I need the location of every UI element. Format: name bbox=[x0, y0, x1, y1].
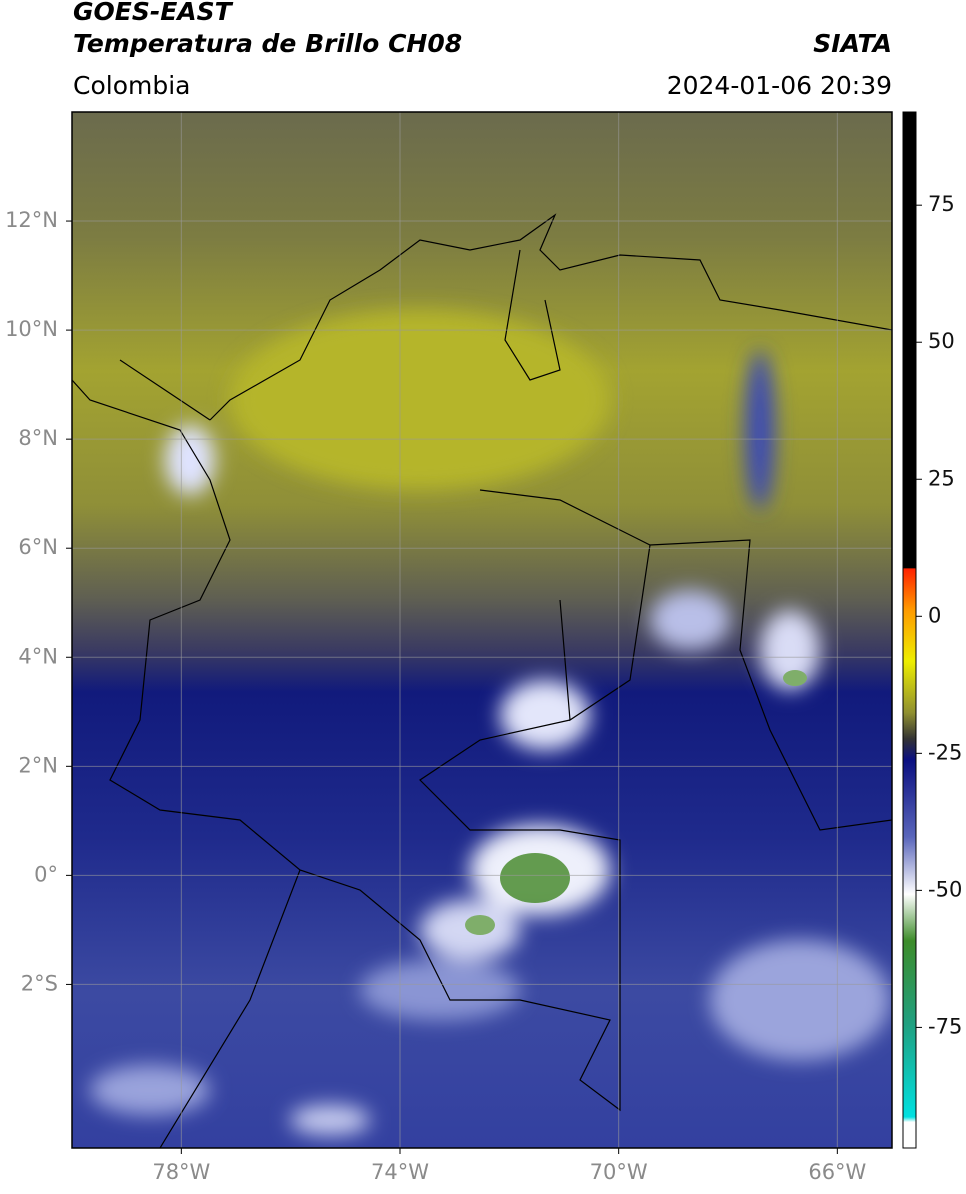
borders bbox=[72, 213, 892, 1148]
cloud bbox=[500, 680, 590, 750]
x-tick-label: 78°W bbox=[152, 1160, 210, 1184]
y-tick-label: 0° bbox=[34, 862, 58, 886]
cold-cloud bbox=[465, 915, 495, 935]
cold-cloud bbox=[500, 853, 570, 903]
cloud bbox=[650, 590, 730, 650]
x-tick-label: 74°W bbox=[371, 1160, 429, 1184]
y-tick-label: 8°N bbox=[18, 426, 58, 450]
cloud bbox=[760, 610, 820, 690]
y-tick-label: 6°N bbox=[18, 535, 58, 559]
colorbar-tick-label: -75 bbox=[928, 1014, 962, 1038]
colorbar-tick-label: -50 bbox=[928, 877, 962, 901]
x-tick-label: 66°W bbox=[808, 1160, 866, 1184]
grid bbox=[72, 112, 892, 1148]
map-frame bbox=[71, 111, 893, 1149]
y-tick-label: 2°S bbox=[21, 971, 58, 995]
subtitle: Temperatura de Brillo CH08 bbox=[73, 29, 462, 58]
colorbar bbox=[902, 111, 917, 1149]
y-tick-label: 4°N bbox=[18, 644, 58, 668]
title: GOES-EAST bbox=[73, 0, 234, 26]
y-tick-label: 12°N bbox=[5, 208, 58, 232]
cloud bbox=[360, 960, 520, 1020]
colorbar-tick-label: -25 bbox=[928, 740, 962, 764]
x-tick-label: 70°W bbox=[590, 1160, 648, 1184]
region: Colombia bbox=[73, 71, 190, 100]
cloud bbox=[290, 1105, 370, 1135]
source: SIATA bbox=[813, 29, 892, 58]
y-tick-label: 10°N bbox=[5, 317, 58, 341]
satellite-image bbox=[72, 112, 892, 1148]
datetime: 2024-01-06 20:39 bbox=[667, 71, 892, 100]
colorbar-tick-label: 25 bbox=[928, 466, 955, 490]
colorbar-tick-label: 0 bbox=[928, 603, 941, 627]
cloud bbox=[165, 425, 215, 495]
cloud bbox=[710, 940, 890, 1060]
cloud bbox=[745, 350, 775, 510]
colorbar-tick-label: 75 bbox=[928, 192, 955, 216]
cold-cloud bbox=[783, 670, 807, 686]
y-tick-label: 2°N bbox=[18, 753, 58, 777]
colorbar-tick-label: 50 bbox=[928, 329, 955, 353]
cloud bbox=[90, 1065, 210, 1115]
